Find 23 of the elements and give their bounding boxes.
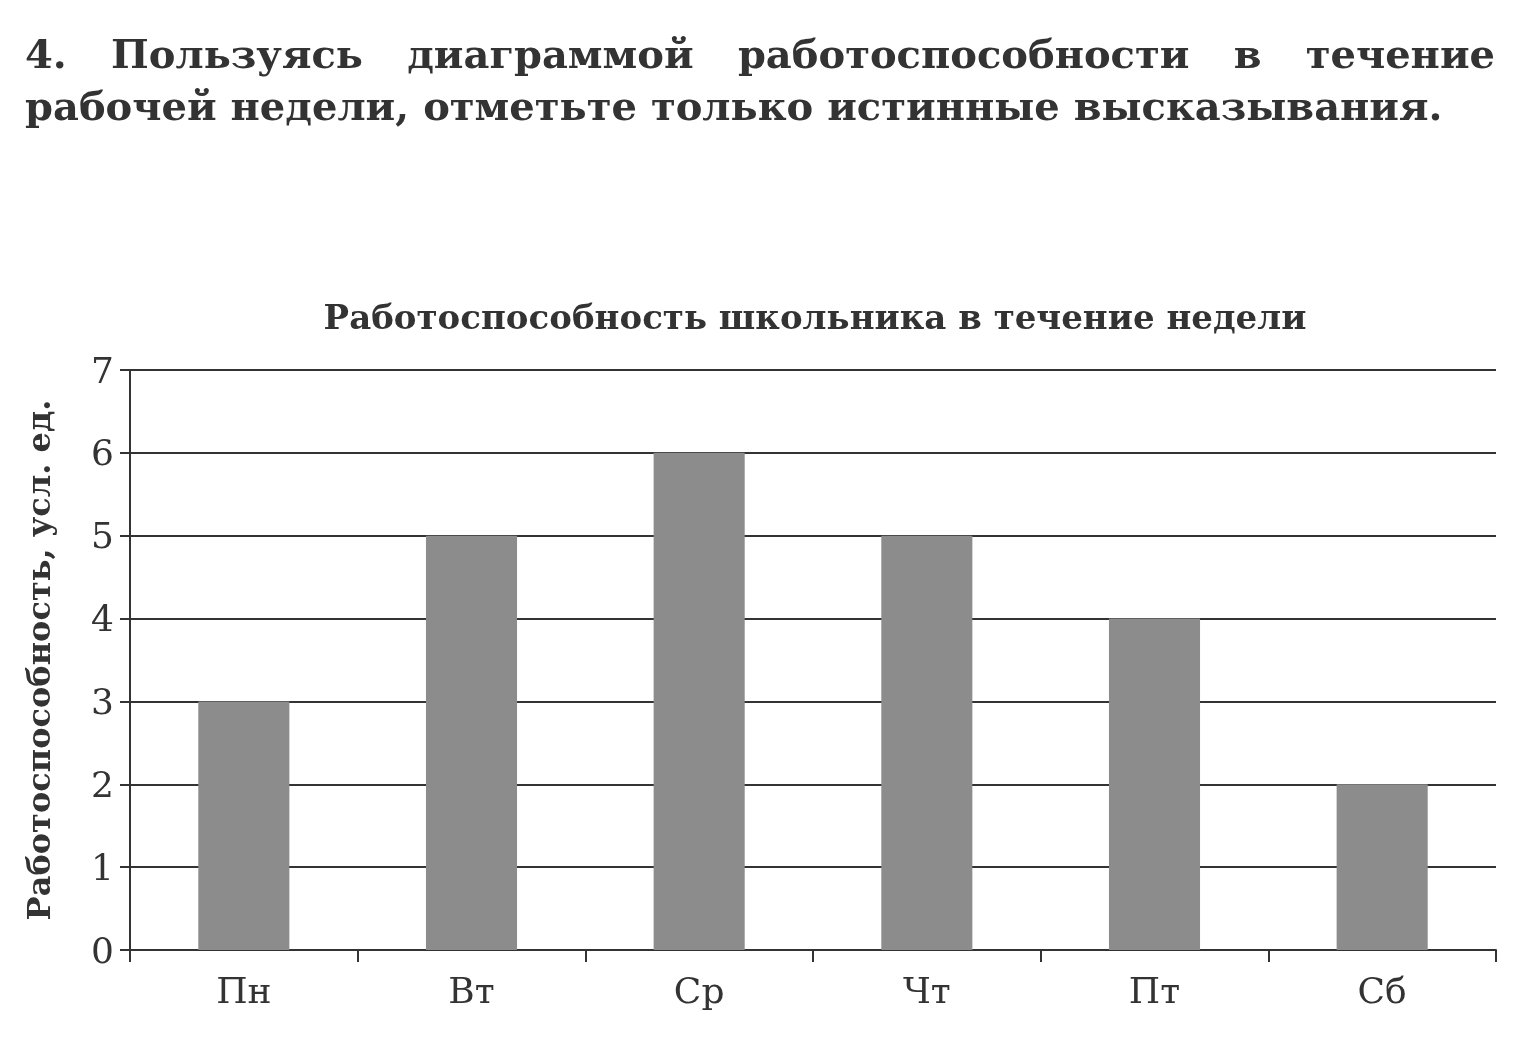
x-tick-label: Пт (1128, 969, 1181, 1011)
x-tick-label: Вт (448, 969, 495, 1011)
bar (1108, 618, 1201, 950)
x-tick-label: Чт (902, 969, 951, 1011)
bar (881, 535, 973, 950)
bar (1336, 784, 1428, 950)
x-tick-label: Пн (216, 969, 272, 1011)
bar (198, 701, 290, 950)
y-tick-label: 6 (91, 432, 114, 474)
y-tick-label: 0 (91, 929, 114, 971)
y-tick-label: 1 (91, 846, 114, 888)
y-tick-label: 3 (91, 680, 114, 722)
x-tick-label: Ср (673, 969, 725, 1011)
bar (425, 535, 518, 950)
y-tick-label: 5 (91, 515, 114, 557)
y-axis-title: Работоспособность, усл. ед. (20, 399, 58, 921)
x-tick-label: Сб (1357, 969, 1407, 1011)
text: 4. Пользуясь диаграммой работоспособности в течение рабочей недели, отметьте только истинные высказывания. (25, 29, 1495, 131)
bar (653, 452, 745, 950)
chart-title: Работоспособность школьника в течение недели (323, 297, 1307, 337)
y-tick-label: 4 (91, 598, 114, 640)
y-tick-label: 2 (91, 763, 114, 805)
y-tick-label: 7 (91, 349, 114, 391)
